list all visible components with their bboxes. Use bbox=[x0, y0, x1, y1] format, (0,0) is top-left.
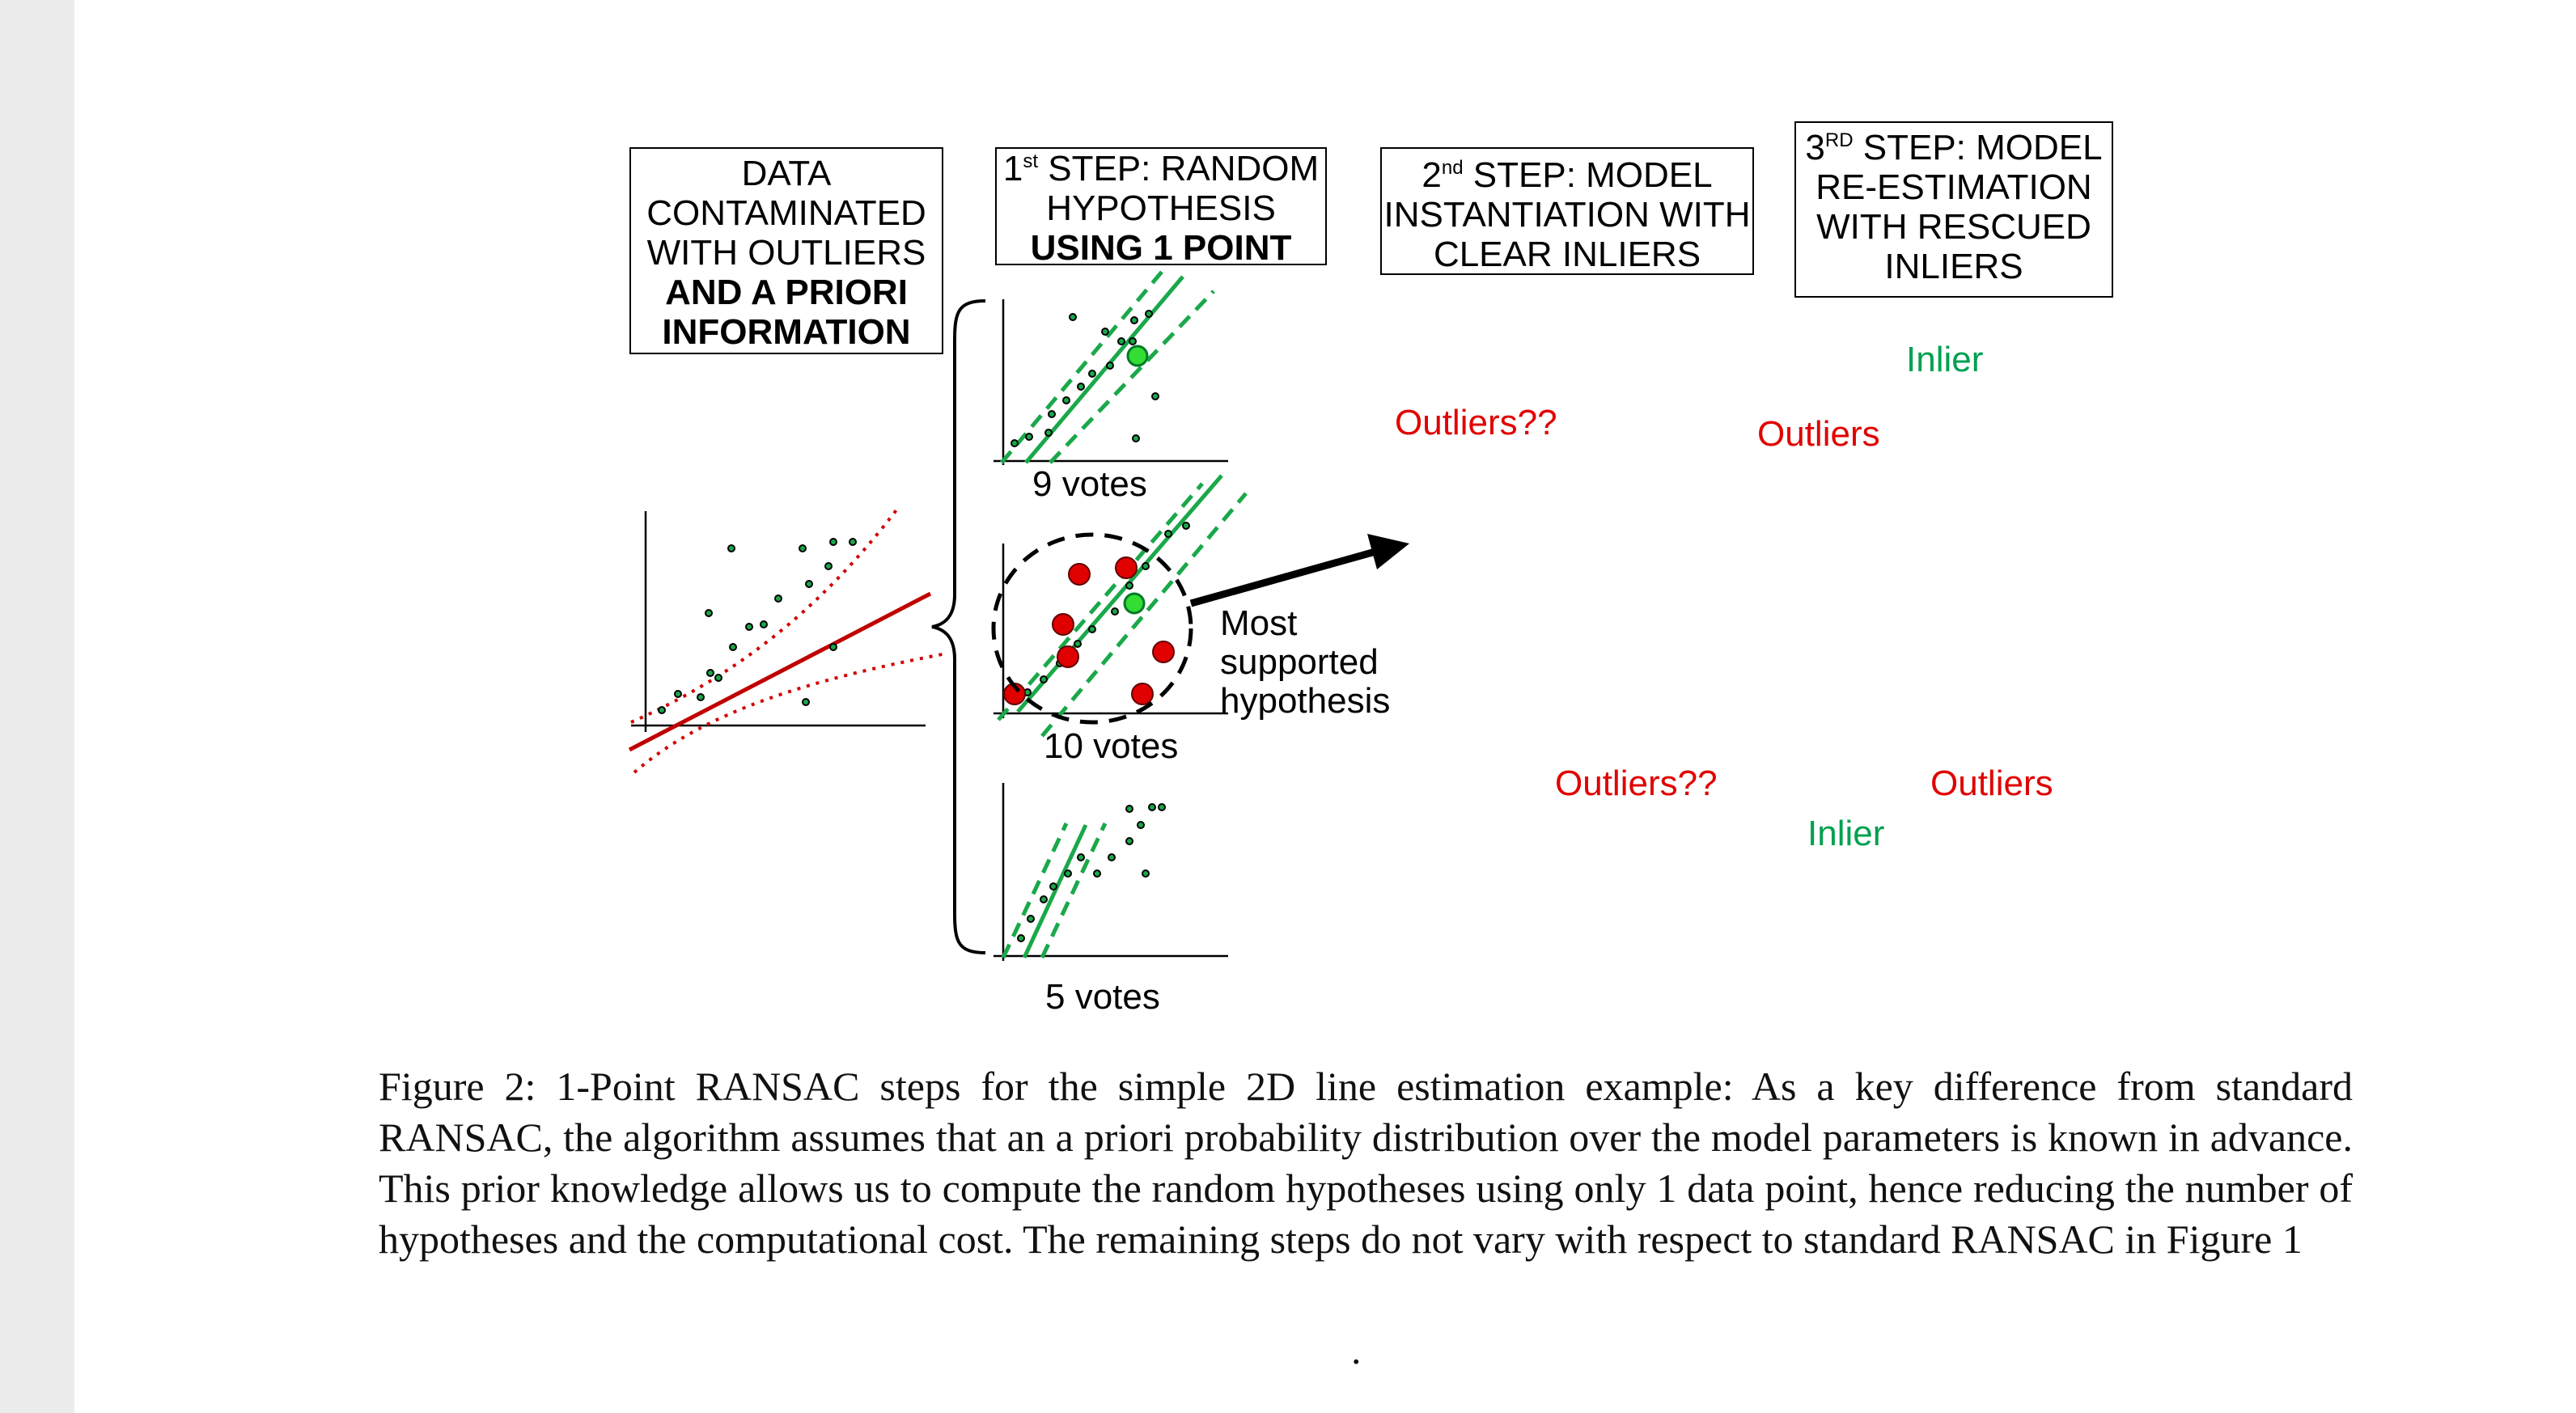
step2-title-line-2: INSTANTIATION WITH bbox=[1383, 195, 1751, 235]
hypothesis-plot-2 bbox=[991, 474, 1409, 738]
step3-title: 3RD STEP: MODEL RE-ESTIMATION WITH RESCU… bbox=[1794, 121, 2113, 298]
data-title-line-2: CONTAMINATED bbox=[646, 193, 926, 233]
data-title-line-4: AND A PRIORI bbox=[665, 273, 908, 312]
step3-title-line-3: WITH RESCUED bbox=[1816, 207, 2091, 247]
data-title-line-5: INFORMATION bbox=[662, 312, 911, 352]
step3-title-line-4: INLIERS bbox=[1884, 247, 2023, 286]
most-supported-line-2: supported bbox=[1220, 642, 1379, 682]
ransac-figure: DATA CONTAMINATED WITH OUTLIERS AND A PR… bbox=[628, 121, 2113, 1017]
trailing-mark: . bbox=[1351, 1327, 1362, 1373]
step2-heading: STEP: MODEL bbox=[1463, 155, 1713, 195]
step1-ordinal: st bbox=[1023, 150, 1038, 172]
step2-outliers-bottom-label: Outliers?? bbox=[1555, 764, 1718, 803]
step2-title-line-1: 2nd STEP: MODEL bbox=[1382, 155, 1752, 195]
figure-drawing bbox=[628, 270, 1409, 961]
most-supported-line-1: Most bbox=[1220, 603, 1298, 643]
step3-ordinal: RD bbox=[1824, 129, 1854, 151]
most-supported-line-3: hypothesis bbox=[1220, 681, 1391, 721]
page-margin-strip bbox=[0, 0, 74, 1413]
step1-title-line-1: 1st STEP: RANDOM bbox=[997, 149, 1325, 188]
caption-text: Figure 2: 1-Point RANSAC steps for the s… bbox=[379, 1064, 2353, 1262]
step1-number: 1 bbox=[1002, 149, 1023, 188]
step3-number: 3 bbox=[1805, 128, 1825, 167]
step3-outliers-top-label: Outliers bbox=[1757, 414, 1880, 454]
votes-label-3: 5 votes bbox=[1045, 977, 1160, 1017]
step2-outliers-top-label: Outliers?? bbox=[1395, 403, 1557, 442]
step3-heading: STEP: MODEL bbox=[1853, 128, 2103, 167]
step3-title-line-1: 3RD STEP: MODEL bbox=[1796, 128, 2112, 167]
votes-label-2: 10 votes bbox=[1044, 726, 1179, 766]
step2-ordinal: nd bbox=[1441, 157, 1464, 179]
step2-number: 2 bbox=[1421, 155, 1442, 195]
step1-heading: STEP: RANDOM bbox=[1038, 149, 1320, 188]
hypotheses-brace bbox=[931, 299, 986, 954]
votes-label-1: 9 votes bbox=[1032, 464, 1147, 504]
step1-title: 1st STEP: RANDOM HYPOTHESIS USING 1 POIN… bbox=[995, 147, 1327, 268]
step2-title: 2nd STEP: MODEL INSTANTIATION WITH CLEAR… bbox=[1380, 147, 1754, 275]
data-title-line-3: WITH OUTLIERS bbox=[646, 233, 926, 273]
step3-inlier-top-label: Inlier bbox=[1906, 340, 1984, 379]
data-title-line-1: DATA bbox=[741, 154, 832, 193]
step2-title-line-3: CLEAR INLIERS bbox=[1433, 235, 1701, 274]
data-prior-plot bbox=[628, 506, 947, 774]
hypothesis-plot-1 bbox=[994, 270, 1228, 465]
step3-title-line-2: RE-ESTIMATION bbox=[1815, 167, 2092, 207]
step3-outliers-bottom-label: Outliers bbox=[1930, 764, 2053, 803]
most-supported-circle bbox=[991, 532, 1193, 725]
data-panel-title: DATA CONTAMINATED WITH OUTLIERS AND A PR… bbox=[629, 147, 943, 354]
hypothesis-plot-3 bbox=[994, 783, 1228, 961]
step1-title-line-2: HYPOTHESIS bbox=[1046, 188, 1276, 228]
step1-title-line-3: USING 1 POINT bbox=[1030, 228, 1292, 268]
figure-caption: Figure 2: 1-Point RANSAC steps for the s… bbox=[379, 1061, 2353, 1265]
step3-inlier-bottom-label: Inlier bbox=[1807, 814, 1885, 853]
